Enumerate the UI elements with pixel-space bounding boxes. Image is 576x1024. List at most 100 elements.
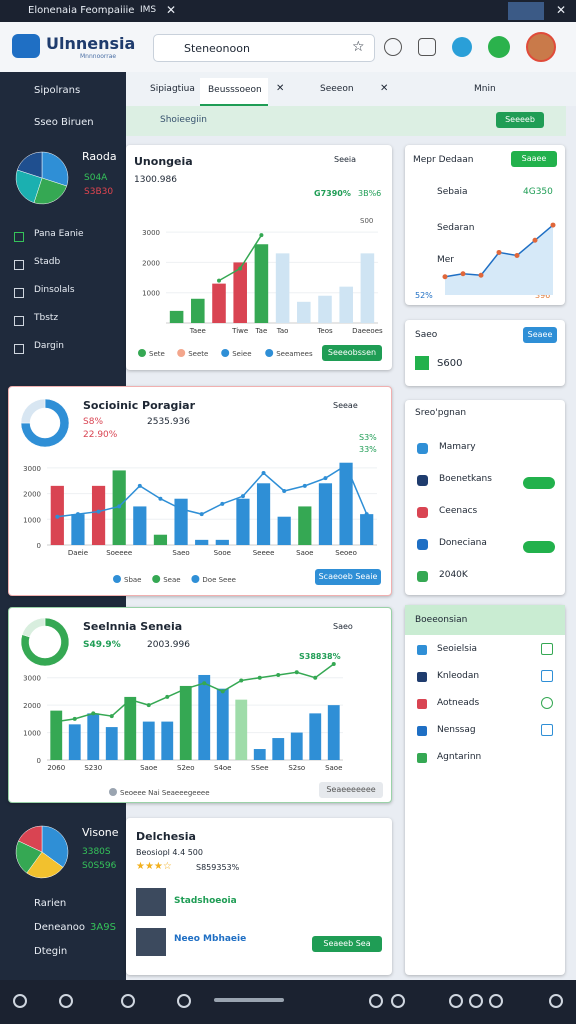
sidebar-item[interactable]: Deneanoo <box>34 922 86 933</box>
card-button[interactable]: Scaeoeb Seaie <box>315 569 381 585</box>
brand-sub: Mnnnoorrae <box>80 53 117 60</box>
card-subtitle: 1300.986 <box>134 175 177 185</box>
legend-label: Seoeee Nai Seaeeegeeee <box>120 789 210 797</box>
list-item[interactable]: Seoielsia <box>437 644 477 654</box>
taskbar-icon[interactable] <box>489 994 503 1008</box>
list-item[interactable]: Mamary <box>439 442 476 452</box>
donut-wrap <box>20 617 70 667</box>
list-item[interactable]: Aotneads <box>437 698 480 708</box>
sidebar-header[interactable]: Sipolrans <box>34 85 81 96</box>
bar <box>212 283 226 323</box>
taskbar-icon[interactable] <box>391 994 405 1008</box>
sidebar-item[interactable]: Dinsolals <box>34 285 75 295</box>
icon[interactable] <box>452 37 472 57</box>
y-tick-label: 2000 <box>142 259 160 267</box>
list-item[interactable]: Doneciana <box>439 538 487 548</box>
bar <box>215 539 229 545</box>
tab-label: Beusssoeon <box>208 85 262 95</box>
window-tab[interactable]: IMS <box>140 5 157 15</box>
line-label: S38838% <box>299 652 341 661</box>
checkbox[interactable] <box>541 670 553 682</box>
list-item[interactable]: Nenssag <box>437 725 476 735</box>
sidebar-item[interactable]: Pana Eanie <box>34 229 84 239</box>
toggle[interactable] <box>523 477 555 489</box>
card-button[interactable]: Seeeobssen <box>322 345 382 361</box>
y-tick-label: 3000 <box>142 229 160 237</box>
tab-bar: Sipiagtiua Beusssoeon ✕ Seeeon ✕ Mnin <box>126 72 576 106</box>
x-tick-label: Tae <box>255 327 268 335</box>
list-item[interactable]: Sebaia <box>437 187 468 197</box>
legend-swatch <box>265 349 274 357</box>
window-button[interactable] <box>508 2 544 20</box>
tab-close[interactable]: ✕ <box>276 83 285 94</box>
list-item[interactable]: Ceenacs <box>439 506 478 516</box>
card-button[interactable]: Seaeeeeeee <box>319 782 383 798</box>
taskbar-icon[interactable] <box>449 994 463 1008</box>
x-tick-label: Taee <box>189 327 206 335</box>
bar <box>105 727 118 760</box>
avatar[interactable] <box>526 32 556 62</box>
toolbar-button[interactable]: Seeeeb <box>496 112 544 128</box>
taskbar-icon[interactable] <box>469 994 483 1008</box>
taskbar-icon[interactable] <box>369 994 383 1008</box>
checkbox[interactable] <box>541 724 553 736</box>
close-window[interactable]: ✕ <box>556 3 567 17</box>
list-item[interactable]: Sedaran <box>437 223 475 233</box>
icon[interactable] <box>488 36 510 58</box>
list-item[interactable]: Agntarinn <box>437 752 482 762</box>
card-menu[interactable]: Seeia <box>334 155 357 164</box>
toggle[interactable] <box>523 541 555 553</box>
card-menu[interactable]: Saeo <box>333 622 353 631</box>
sidebar-icon <box>14 260 24 270</box>
home-indicator[interactable] <box>214 998 284 1002</box>
checkbox[interactable] <box>541 643 553 655</box>
checkbox[interactable] <box>541 697 553 709</box>
tab-close[interactable]: ✕ <box>380 83 389 94</box>
list-item[interactable]: Knleodan <box>437 671 480 681</box>
pie-slice <box>21 617 46 638</box>
tab-active[interactable]: Beusssoeon <box>200 78 268 106</box>
x-tick-label: Daeie <box>68 549 88 557</box>
address-bar[interactable]: Steneonoon ☆ <box>153 34 375 62</box>
x-tick-label: Sooe <box>214 549 231 557</box>
tab[interactable]: Sipiagtiua <box>150 84 195 94</box>
taskbar-icon[interactable] <box>13 994 27 1008</box>
card-button[interactable]: Saaee <box>511 151 557 167</box>
tab-right[interactable]: Mnin <box>474 84 496 94</box>
x-tick-label: Daeeoes <box>352 327 383 335</box>
taskbar-icon[interactable] <box>177 994 191 1008</box>
card-subtitle: 2535.936 <box>147 417 190 427</box>
taskbar-icon[interactable] <box>121 994 135 1008</box>
card-menu[interactable]: Seeae <box>333 401 358 410</box>
bar <box>339 462 353 545</box>
person-name[interactable]: Stadshoeoia <box>174 896 237 906</box>
close-icon[interactable]: ✕ <box>166 3 177 17</box>
bar <box>275 253 290 323</box>
taskbar-icon[interactable] <box>59 994 73 1008</box>
pie-slice <box>41 825 69 868</box>
sidebar-item[interactable]: Dtegin <box>34 946 68 957</box>
person-name[interactable]: Neeo Mbhaeie <box>174 934 247 944</box>
card-title: Mepr Dedaan <box>413 155 474 165</box>
card: Delchesia Beosiopl 4.4 500 ★★★☆ S859353%… <box>126 818 392 975</box>
x-tick-label: S2eo <box>177 764 195 772</box>
star-icon[interactable]: ☆ <box>352 39 365 55</box>
sidebar-icon <box>14 232 24 242</box>
line-point <box>442 274 448 280</box>
icon[interactable] <box>384 38 402 56</box>
list-item[interactable]: Mer <box>437 255 455 265</box>
icon[interactable] <box>418 38 436 56</box>
list-item[interactable]: Boenetkans <box>439 474 492 484</box>
tab[interactable]: Seeeon <box>320 84 354 94</box>
sidebar-top-item[interactable]: Sseo Biruen <box>34 117 94 128</box>
card-button[interactable]: Seaee <box>523 327 557 343</box>
x-tick-label: Soeeee <box>106 549 132 557</box>
sidebar-item[interactable]: Stadb <box>34 257 61 267</box>
list-item[interactable]: 2040K <box>439 570 468 580</box>
card-button[interactable]: Seaeeb Sea <box>312 936 382 952</box>
sidebar-item[interactable]: Rarien <box>34 898 67 909</box>
sidebar-item[interactable]: Dargin <box>34 341 64 351</box>
sidebar-item[interactable]: Tbstz <box>34 313 59 323</box>
taskbar-icon[interactable] <box>549 994 563 1008</box>
legend-swatch <box>113 575 121 583</box>
